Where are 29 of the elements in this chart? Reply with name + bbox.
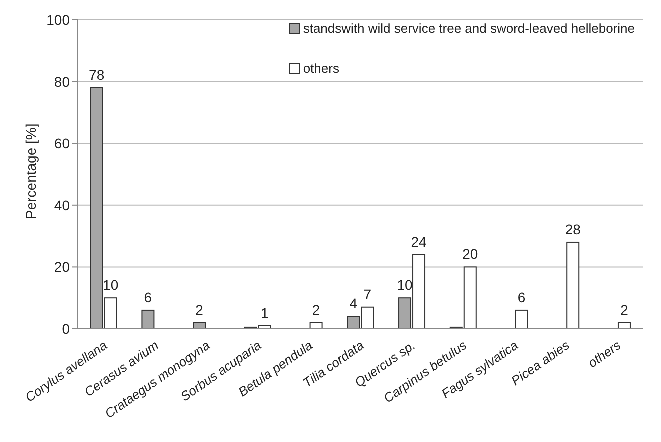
legend-label: standswith wild service tree and sword-leaved helleborine bbox=[303, 20, 635, 36]
y-tick-label: 100 bbox=[46, 12, 70, 28]
data-label: 78 bbox=[89, 66, 105, 83]
data-label: 4 bbox=[350, 296, 358, 312]
data-label: 20 bbox=[462, 246, 478, 262]
bar bbox=[515, 310, 528, 329]
data-label: 6 bbox=[518, 289, 526, 306]
y-tick-label: 40 bbox=[54, 197, 70, 214]
data-label: 2 bbox=[312, 302, 320, 318]
y-tick-label: 80 bbox=[54, 74, 70, 90]
data-label: 6 bbox=[144, 289, 152, 306]
bar bbox=[142, 310, 155, 329]
data-label: 2 bbox=[620, 302, 629, 318]
y-tick-label: 20 bbox=[54, 259, 70, 276]
data-label: 7 bbox=[364, 286, 372, 302]
data-label: 10 bbox=[103, 277, 119, 294]
bar bbox=[618, 322, 631, 329]
bar bbox=[310, 322, 323, 329]
data-label: 1 bbox=[261, 304, 270, 321]
bar bbox=[566, 242, 580, 329]
data-label: 2 bbox=[196, 302, 204, 318]
y-axis-title: Percentage [%] bbox=[22, 124, 39, 220]
y-tick-label: 0 bbox=[62, 320, 70, 337]
y-tick-label: 60 bbox=[54, 136, 70, 152]
legend-label: others bbox=[303, 60, 340, 76]
data-label: 28 bbox=[565, 221, 582, 238]
bar bbox=[193, 322, 206, 329]
data-label: 24 bbox=[411, 234, 428, 250]
data-label: 10 bbox=[397, 277, 414, 294]
